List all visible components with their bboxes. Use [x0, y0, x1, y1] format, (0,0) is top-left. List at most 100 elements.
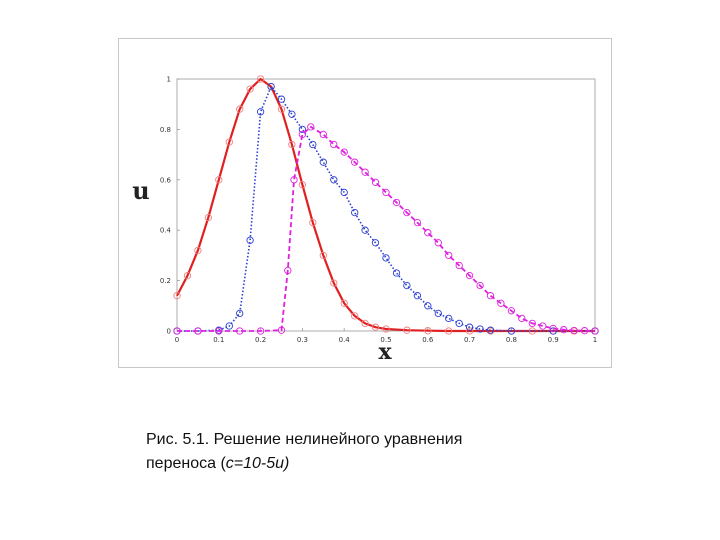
data-point [246, 85, 254, 93]
x-tick-label: 0.5 [380, 336, 391, 344]
y-tick-label: 0.8 [160, 126, 171, 134]
figure-caption: Рис. 5.1. Решение нелинейного уравнения … [146, 428, 566, 476]
y-axis-label: u [132, 176, 149, 205]
data-point [424, 302, 432, 310]
plot-axes: 0 0.1 0.2 0.3 0.4 0.5 0.6 0.7 0.8 0.9 1 0 0.2 0.4 0.6 0… [160, 76, 597, 345]
data-point [580, 327, 589, 335]
data-point [225, 138, 233, 146]
data-point [476, 281, 484, 290]
data-point [486, 292, 495, 300]
data-point [455, 261, 463, 270]
data-point [465, 323, 474, 331]
x-tick-label: 0.3 [297, 336, 308, 344]
data-point [591, 327, 599, 335]
data-point [319, 251, 327, 260]
data-point [256, 327, 265, 335]
data-point [382, 254, 390, 262]
y-tick-label: 0 [167, 328, 171, 336]
data-point [465, 271, 474, 280]
data-point [445, 251, 453, 260]
caption-line-1: Рис. 5.1. Решение нелинейного уравнения [146, 431, 463, 448]
x-tick-label: 0.8 [506, 336, 517, 344]
series-line [177, 126, 596, 332]
series-1 [173, 75, 599, 335]
data-point [424, 229, 432, 237]
data-point [507, 307, 516, 315]
data-point [403, 326, 411, 334]
data-point [539, 322, 547, 330]
data-point [236, 309, 244, 318]
data-point [361, 319, 369, 328]
data-point [486, 326, 495, 334]
data-point [445, 314, 453, 323]
data-point [497, 299, 505, 307]
data-point [351, 312, 359, 320]
data-point [434, 309, 442, 318]
data-point [528, 319, 536, 328]
data-point [284, 266, 292, 275]
data-point [371, 323, 380, 331]
x-tick-label: 0.9 [548, 336, 559, 344]
caption-formula: c=10-5u) [225, 455, 290, 472]
x-tick-label: 0.4 [339, 336, 351, 344]
data-point [330, 140, 338, 149]
data-point [277, 105, 286, 113]
y-tick-label: 1 [167, 76, 171, 84]
data-point [371, 178, 380, 186]
series-layer [173, 75, 599, 335]
data-point [307, 123, 315, 131]
data-point [277, 95, 286, 103]
x-tick-label: 0.1 [213, 336, 224, 344]
series-line [176, 77, 595, 333]
data-point [246, 236, 254, 244]
data-point [340, 299, 348, 307]
data-point [340, 148, 348, 156]
figure-frame: 0 0.1 0.2 0.3 0.4 0.5 0.6 0.7 0.8 0.9 1 0 0.2 0.4 0.6 0… [118, 38, 612, 368]
data-point [309, 218, 317, 227]
data-point [351, 208, 359, 217]
data-point [351, 158, 359, 166]
data-point [371, 239, 380, 247]
x-tick-label: 0.2 [255, 336, 266, 344]
data-point [194, 327, 202, 335]
data-point [413, 218, 422, 227]
data-point [173, 292, 181, 300]
data-point [330, 279, 338, 287]
data-point [173, 327, 181, 335]
data-point [256, 75, 265, 83]
data-point [392, 269, 401, 277]
data-point [290, 176, 298, 184]
data-point [340, 188, 348, 197]
plot-box [176, 78, 596, 332]
data-point [382, 188, 390, 197]
series-2 [173, 82, 599, 335]
data-point [361, 168, 369, 176]
data-point [549, 327, 557, 335]
data-point [392, 198, 401, 207]
data-point [424, 327, 432, 335]
series-3 [173, 123, 599, 335]
data-point [236, 105, 244, 113]
data-point [298, 181, 307, 189]
data-point [507, 327, 516, 335]
data-point [560, 326, 568, 334]
data-point [434, 239, 442, 247]
data-point [236, 327, 244, 335]
caption-line-2-prefix: переноса ( [146, 455, 226, 472]
caption-line-2: переноса (c=10-5u) [146, 452, 566, 476]
data-point [298, 130, 307, 139]
x-tick-label: 0 [175, 336, 179, 344]
series-line [177, 85, 595, 332]
data-point [288, 140, 296, 149]
data-point [382, 325, 390, 333]
data-point [319, 158, 327, 166]
data-point [288, 110, 296, 118]
data-point [455, 319, 463, 328]
data-point [403, 281, 411, 290]
data-point [215, 176, 223, 184]
y-tick-label: 0.6 [160, 176, 172, 184]
data-point [225, 322, 233, 330]
data-point [298, 125, 307, 134]
y-tick-label: 0.4 [160, 227, 172, 235]
x-tick-label: 0.6 [422, 336, 434, 344]
